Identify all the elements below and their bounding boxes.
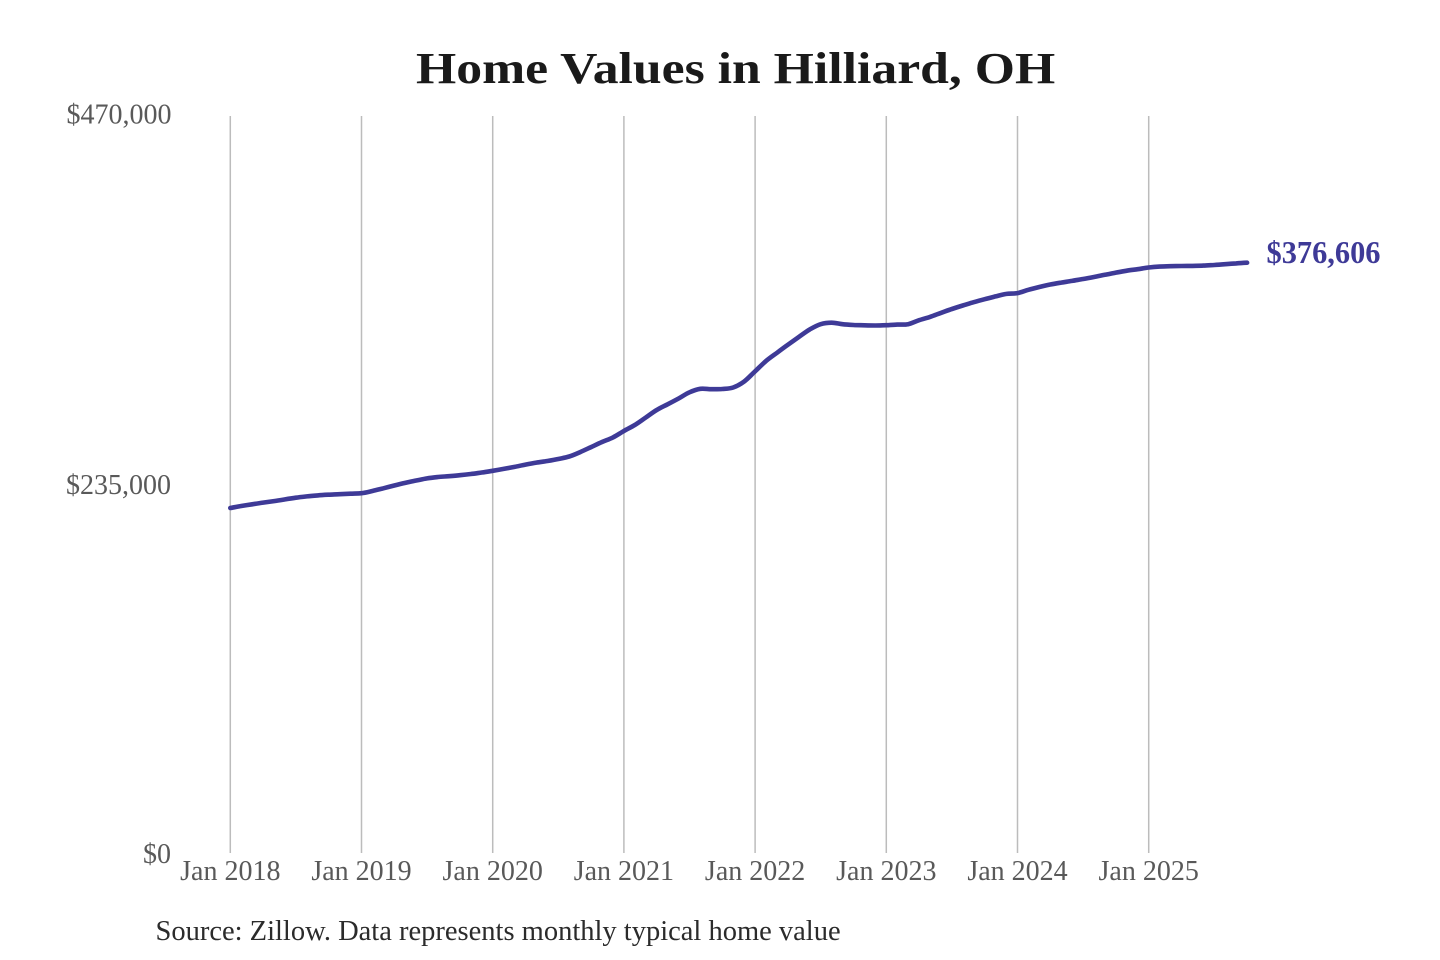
svg-text:$376,606: $376,606 [1267, 234, 1381, 270]
svg-text:Home Values in Hilliard, OH: Home Values in Hilliard, OH [416, 45, 1055, 94]
svg-text:$470,000: $470,000 [67, 100, 172, 131]
svg-text:Jan 2023: Jan 2023 [836, 856, 936, 887]
svg-text:Source: Zillow. Data represent: Source: Zillow. Data represents monthly … [156, 916, 841, 947]
svg-text:Jan 2022: Jan 2022 [705, 856, 805, 887]
svg-text:Jan 2019: Jan 2019 [311, 856, 411, 887]
svg-text:Jan 2024: Jan 2024 [967, 856, 1067, 887]
svg-text:$0: $0 [143, 839, 171, 870]
svg-text:Jan 2018: Jan 2018 [180, 856, 280, 887]
svg-text:Jan 2025: Jan 2025 [1099, 856, 1199, 887]
svg-text:Jan 2021: Jan 2021 [574, 856, 674, 887]
svg-text:Jan 2020: Jan 2020 [443, 856, 543, 887]
svg-text:$235,000: $235,000 [66, 470, 171, 501]
